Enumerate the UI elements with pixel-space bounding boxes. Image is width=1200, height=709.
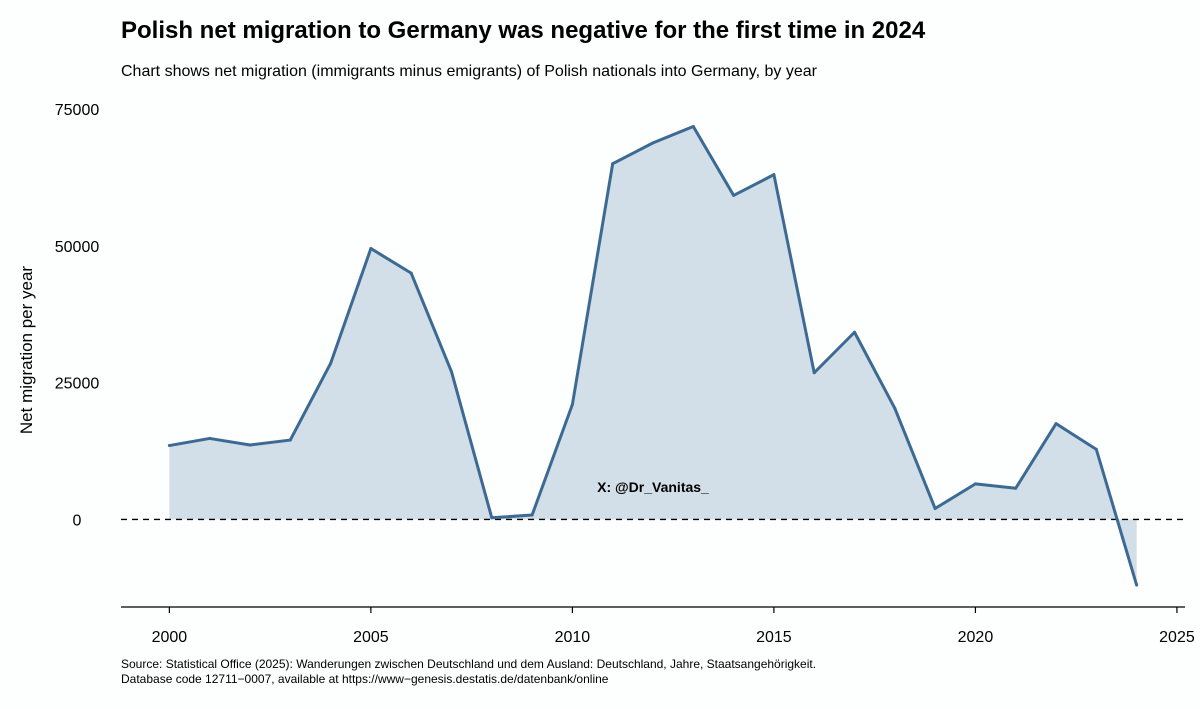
chart-title: Polish net migration to Germany was nega…: [121, 17, 926, 44]
data-point-2008: [490, 516, 494, 520]
x-tick-label-2000: 2000: [152, 629, 188, 646]
source-caption-line-1: Source: Statistical Office (2025): Wande…: [121, 657, 817, 671]
watermark-annotation: X: @Dr_Vanitas_: [597, 479, 709, 495]
data-point-2014: [732, 193, 736, 197]
data-point-2009: [530, 513, 534, 517]
data-point-2005: [369, 247, 373, 251]
data-point-2010: [570, 402, 574, 406]
data-point-2006: [409, 271, 413, 275]
x-tick-label-2020: 2020: [958, 629, 994, 646]
x-tick-label-2015: 2015: [756, 629, 792, 646]
x-tick-label-2010: 2010: [555, 629, 591, 646]
data-point-2024: [1135, 583, 1139, 587]
y-tick-label-75000: 75000: [55, 102, 100, 119]
y-tick-label-50000: 50000: [55, 239, 100, 256]
data-point-2019: [933, 506, 937, 510]
data-point-2011: [611, 162, 615, 166]
area-fill: [169, 126, 1137, 586]
y-axis-label: Net migration per year: [17, 266, 36, 435]
data-point-2001: [208, 436, 212, 440]
data-point-2015: [772, 173, 776, 177]
data-point-2023: [1094, 447, 1098, 451]
chart-subtitle: Chart shows net migration (immigrants mi…: [121, 63, 817, 80]
data-point-2003: [288, 438, 292, 442]
source-caption-line-2: Database code 12711−0007, available at h…: [121, 672, 609, 686]
data-point-2012: [651, 141, 655, 145]
data-point-2002: [248, 443, 252, 447]
x-tick-label-2025: 2025: [1159, 629, 1195, 646]
data-point-2017: [853, 330, 857, 334]
data-point-2018: [893, 406, 897, 410]
y-tick-label-25000: 25000: [55, 376, 100, 393]
y-tick-label-0: 0: [73, 512, 82, 529]
data-point-2004: [329, 361, 333, 365]
data-point-2020: [973, 482, 977, 486]
data-point-2013: [691, 124, 695, 128]
source-caption: Source: Statistical Office (2025): Wande…: [121, 657, 816, 687]
x-tick-label-2005: 2005: [353, 629, 389, 646]
data-point-2007: [449, 370, 453, 374]
data-point-2021: [1014, 486, 1018, 490]
data-point-2022: [1054, 422, 1058, 426]
data-point-2016: [812, 371, 816, 375]
data-point-2000: [167, 444, 171, 448]
